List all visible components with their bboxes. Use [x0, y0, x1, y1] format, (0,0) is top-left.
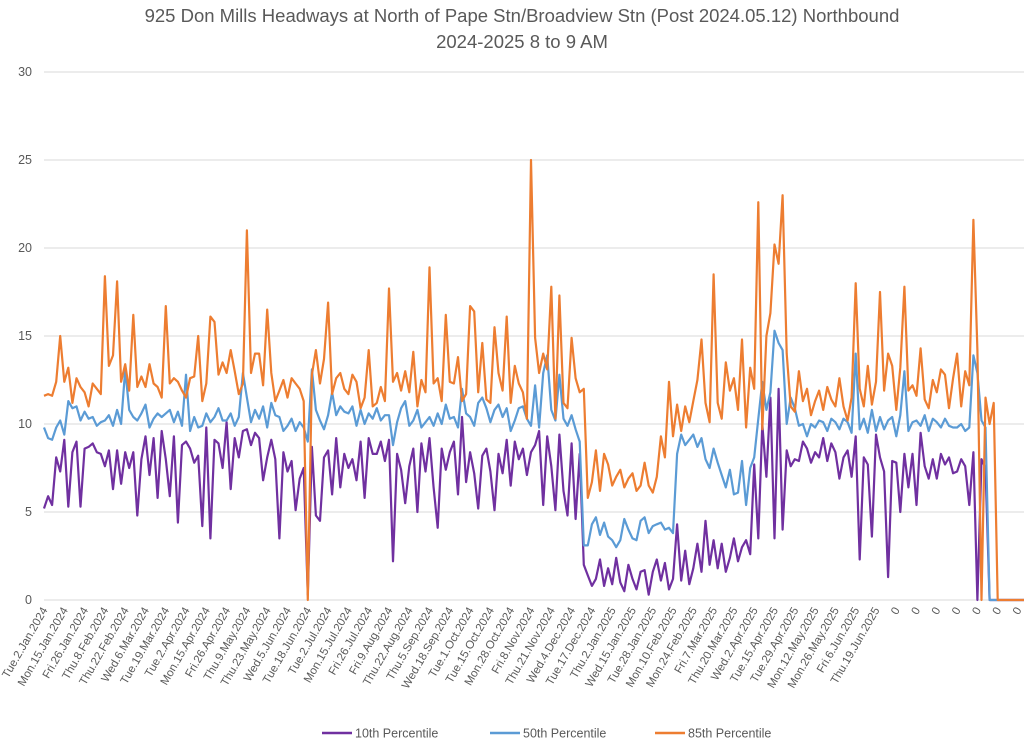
- x-axis-ticks: Tue.2.Jan.2024Mon.15.Jan.2024Fri.26.Jan.…: [0, 605, 1024, 691]
- chart-title: 925 Don Mills Headways at North of Pape …: [145, 5, 900, 26]
- series-lines: [42, 158, 1024, 602]
- y-tick-label: 30: [18, 65, 32, 79]
- legend-item: 85th Percentile: [655, 727, 771, 741]
- x-tick-label: 0: [910, 606, 924, 618]
- series-line-10th-percentile: [42, 387, 1024, 602]
- x-tick-label: 0: [889, 606, 903, 618]
- y-tick-label: 0: [25, 593, 32, 607]
- series-line-85th-percentile: [43, 158, 1024, 602]
- series-line-50th-percentile: [42, 329, 1024, 602]
- legend-label: 10th Percentile: [355, 727, 438, 741]
- x-tick-label: 0: [950, 606, 964, 618]
- chart-subtitle: 2024-2025 8 to 9 AM: [436, 31, 608, 52]
- y-tick-label: 15: [18, 329, 32, 343]
- legend: 10th Percentile 50th Percentile 85th Perce…: [322, 727, 771, 741]
- legend-item: 50th Percentile: [490, 727, 606, 741]
- y-tick-label: 10: [18, 417, 32, 431]
- x-tick-label: 0: [1011, 606, 1024, 618]
- legend-label: 85th Percentile: [688, 727, 771, 741]
- x-tick-label: 0: [991, 606, 1005, 618]
- y-tick-label: 25: [18, 153, 32, 167]
- legend-label: 50th Percentile: [523, 727, 606, 741]
- legend-item: 10th Percentile: [322, 727, 438, 741]
- x-tick-label: 0: [970, 606, 984, 618]
- y-tick-label: 20: [18, 241, 32, 255]
- y-tick-label: 5: [25, 505, 32, 519]
- y-axis-ticks: 0 5 10 15 20 25 30: [18, 65, 32, 607]
- x-tick-label: 0: [930, 606, 944, 618]
